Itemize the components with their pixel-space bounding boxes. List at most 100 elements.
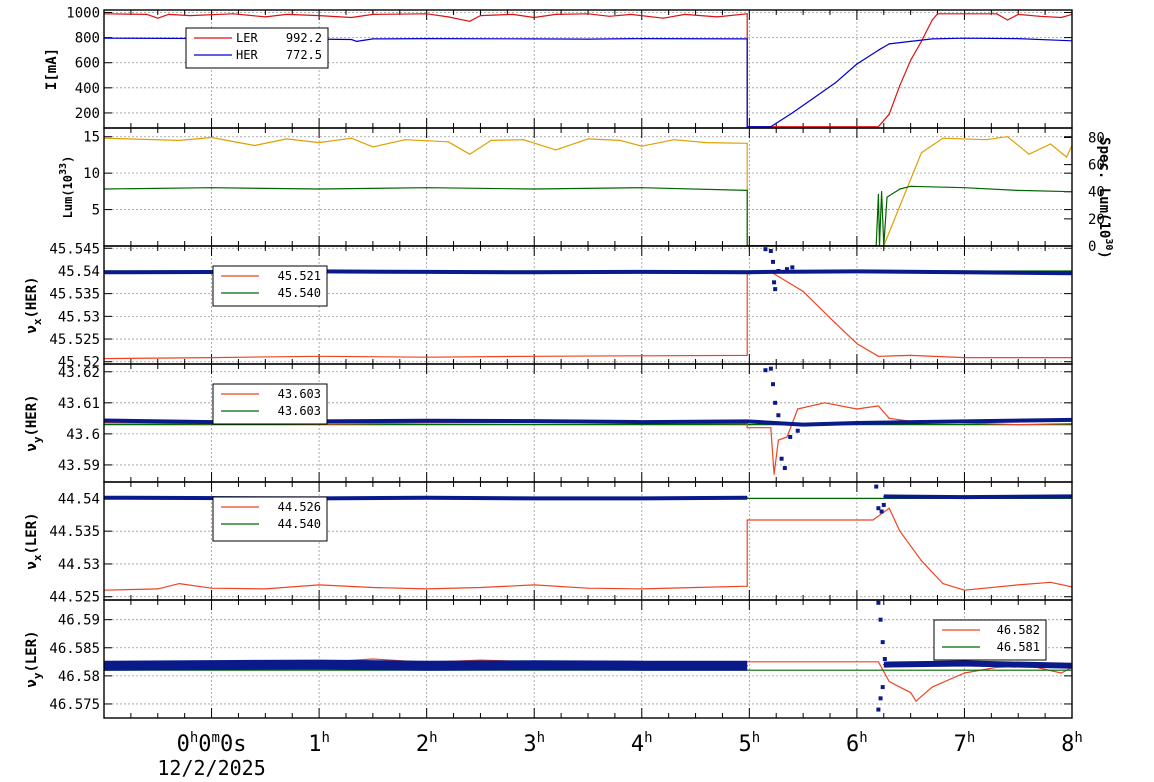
y-tick-label: 45.53 <box>58 309 100 325</box>
series-point-meas <box>426 420 428 422</box>
y-axis-label-symbol: ν <box>24 561 40 569</box>
series-point-LER <box>447 16 449 18</box>
series-point-Lum <box>253 144 256 147</box>
series-point-HER <box>746 126 748 128</box>
y-tick-label: 43.6 <box>66 427 100 443</box>
series-point-set <box>910 354 912 356</box>
y-tick-label: 45.54 <box>58 264 100 280</box>
series-point-set <box>770 427 772 429</box>
series-point-HER <box>813 97 815 99</box>
x-tick-hours-unit: h <box>322 730 330 746</box>
series-point-set <box>963 589 966 591</box>
series-point-LER <box>684 13 686 15</box>
series-point-set <box>773 473 775 475</box>
series-point-Spec. Lum <box>877 193 880 196</box>
series-point-meas <box>533 271 535 273</box>
series-point-set <box>694 586 697 589</box>
series-point-set <box>264 588 266 590</box>
series-point-LER <box>877 126 880 128</box>
legend-value: 992.2 <box>286 31 322 45</box>
series-point-Lum <box>447 141 449 143</box>
series-point-set <box>856 408 858 410</box>
series-point-Spec. Lum <box>318 188 320 190</box>
data-point <box>768 248 773 253</box>
x-tick-hours: 4 <box>631 732 644 757</box>
series-point-meas <box>963 271 966 273</box>
series-point-LER <box>286 13 288 15</box>
series-point-meas <box>641 271 643 273</box>
y-axis-label-sub: x <box>31 554 44 561</box>
series-point-LER <box>716 16 718 18</box>
x-tick-label: 8h <box>1061 730 1083 757</box>
series-point-meas-post <box>963 496 966 498</box>
y-axis-label-symbol: ν <box>24 679 40 687</box>
series-point-Lum <box>522 139 525 141</box>
series-point-Spec. Lum <box>899 188 901 190</box>
series-point-meas <box>533 420 535 422</box>
y-axis-label: νy(LER) <box>24 630 44 687</box>
series-point-Lum <box>899 205 901 207</box>
series-point-set <box>877 355 880 357</box>
series-point-LER <box>899 84 901 86</box>
legend-box <box>933 619 1047 661</box>
x-tick-label: 6h <box>846 730 868 757</box>
series-point-set <box>1049 581 1052 583</box>
series-point-Lum <box>286 138 288 140</box>
series-point-Spec. Lum <box>746 189 748 191</box>
series-point-meas <box>641 665 643 667</box>
right-y-axis-label: Spec. Lum(1030) <box>1096 137 1114 259</box>
legend: 45.521 45.540 <box>212 265 328 307</box>
y-tick-label: 45.525 <box>49 332 100 348</box>
data-point <box>880 685 885 690</box>
series-point-set <box>210 357 213 359</box>
series-point-Lum <box>673 139 675 141</box>
series-point-HER <box>426 38 428 40</box>
series-point-meas <box>746 665 748 667</box>
series-point-meas-post <box>883 495 885 498</box>
series-point-set <box>372 658 374 660</box>
y-axis-label-rest: (LER) <box>24 512 40 554</box>
data-point <box>763 368 768 373</box>
x-tick-label: 7h <box>954 730 976 757</box>
series-point-LER <box>910 59 912 61</box>
series-point-set <box>479 659 482 661</box>
series-point-Spec. Lum <box>1017 189 1019 191</box>
series-point-set <box>746 354 748 356</box>
series-point-set <box>1060 672 1062 674</box>
series-point-Lum <box>920 152 923 154</box>
x-tick-hours: 3 <box>523 732 536 757</box>
legend-value: 45.521 <box>278 269 321 283</box>
data-point <box>880 640 885 645</box>
series-point-LER <box>189 15 191 17</box>
x-tick-seconds: 0s <box>220 732 247 757</box>
series-point-meas <box>746 497 748 499</box>
panel-nuy-her: 43.59 43.6 43.61 43.62 νy(HER) 43.603 43.603 <box>24 363 1073 483</box>
series-point-set <box>834 322 836 324</box>
series-line-Lum <box>104 136 1072 246</box>
series-point-Spec. Lum <box>426 187 428 189</box>
x-tick-hours: 7 <box>954 732 967 757</box>
y-tick-label: 15 <box>83 130 100 146</box>
series-point-Lum <box>555 149 557 151</box>
data-point <box>882 657 887 661</box>
x-tick-hours-unit: h <box>644 730 652 746</box>
series-point-meas <box>533 664 535 666</box>
data-point <box>773 287 778 292</box>
series-point-Lum <box>372 146 374 148</box>
y-tick-label: 45.535 <box>49 287 100 303</box>
series-point-LER <box>931 19 933 21</box>
y-axis-label: Lum(1033) <box>58 156 75 219</box>
series-point-set <box>372 586 374 589</box>
series-point-set <box>1017 423 1019 426</box>
series-point-HER <box>587 38 589 40</box>
series-point-meas <box>641 421 643 423</box>
series-point-Lum <box>942 137 944 139</box>
series-point-meas <box>533 497 535 499</box>
right-y-tick-label: 60 <box>1088 158 1105 174</box>
series-point-LER <box>372 13 374 15</box>
series-point-LER <box>608 15 611 17</box>
series-point-Spec. Lum <box>641 187 643 189</box>
data-point <box>773 400 778 405</box>
